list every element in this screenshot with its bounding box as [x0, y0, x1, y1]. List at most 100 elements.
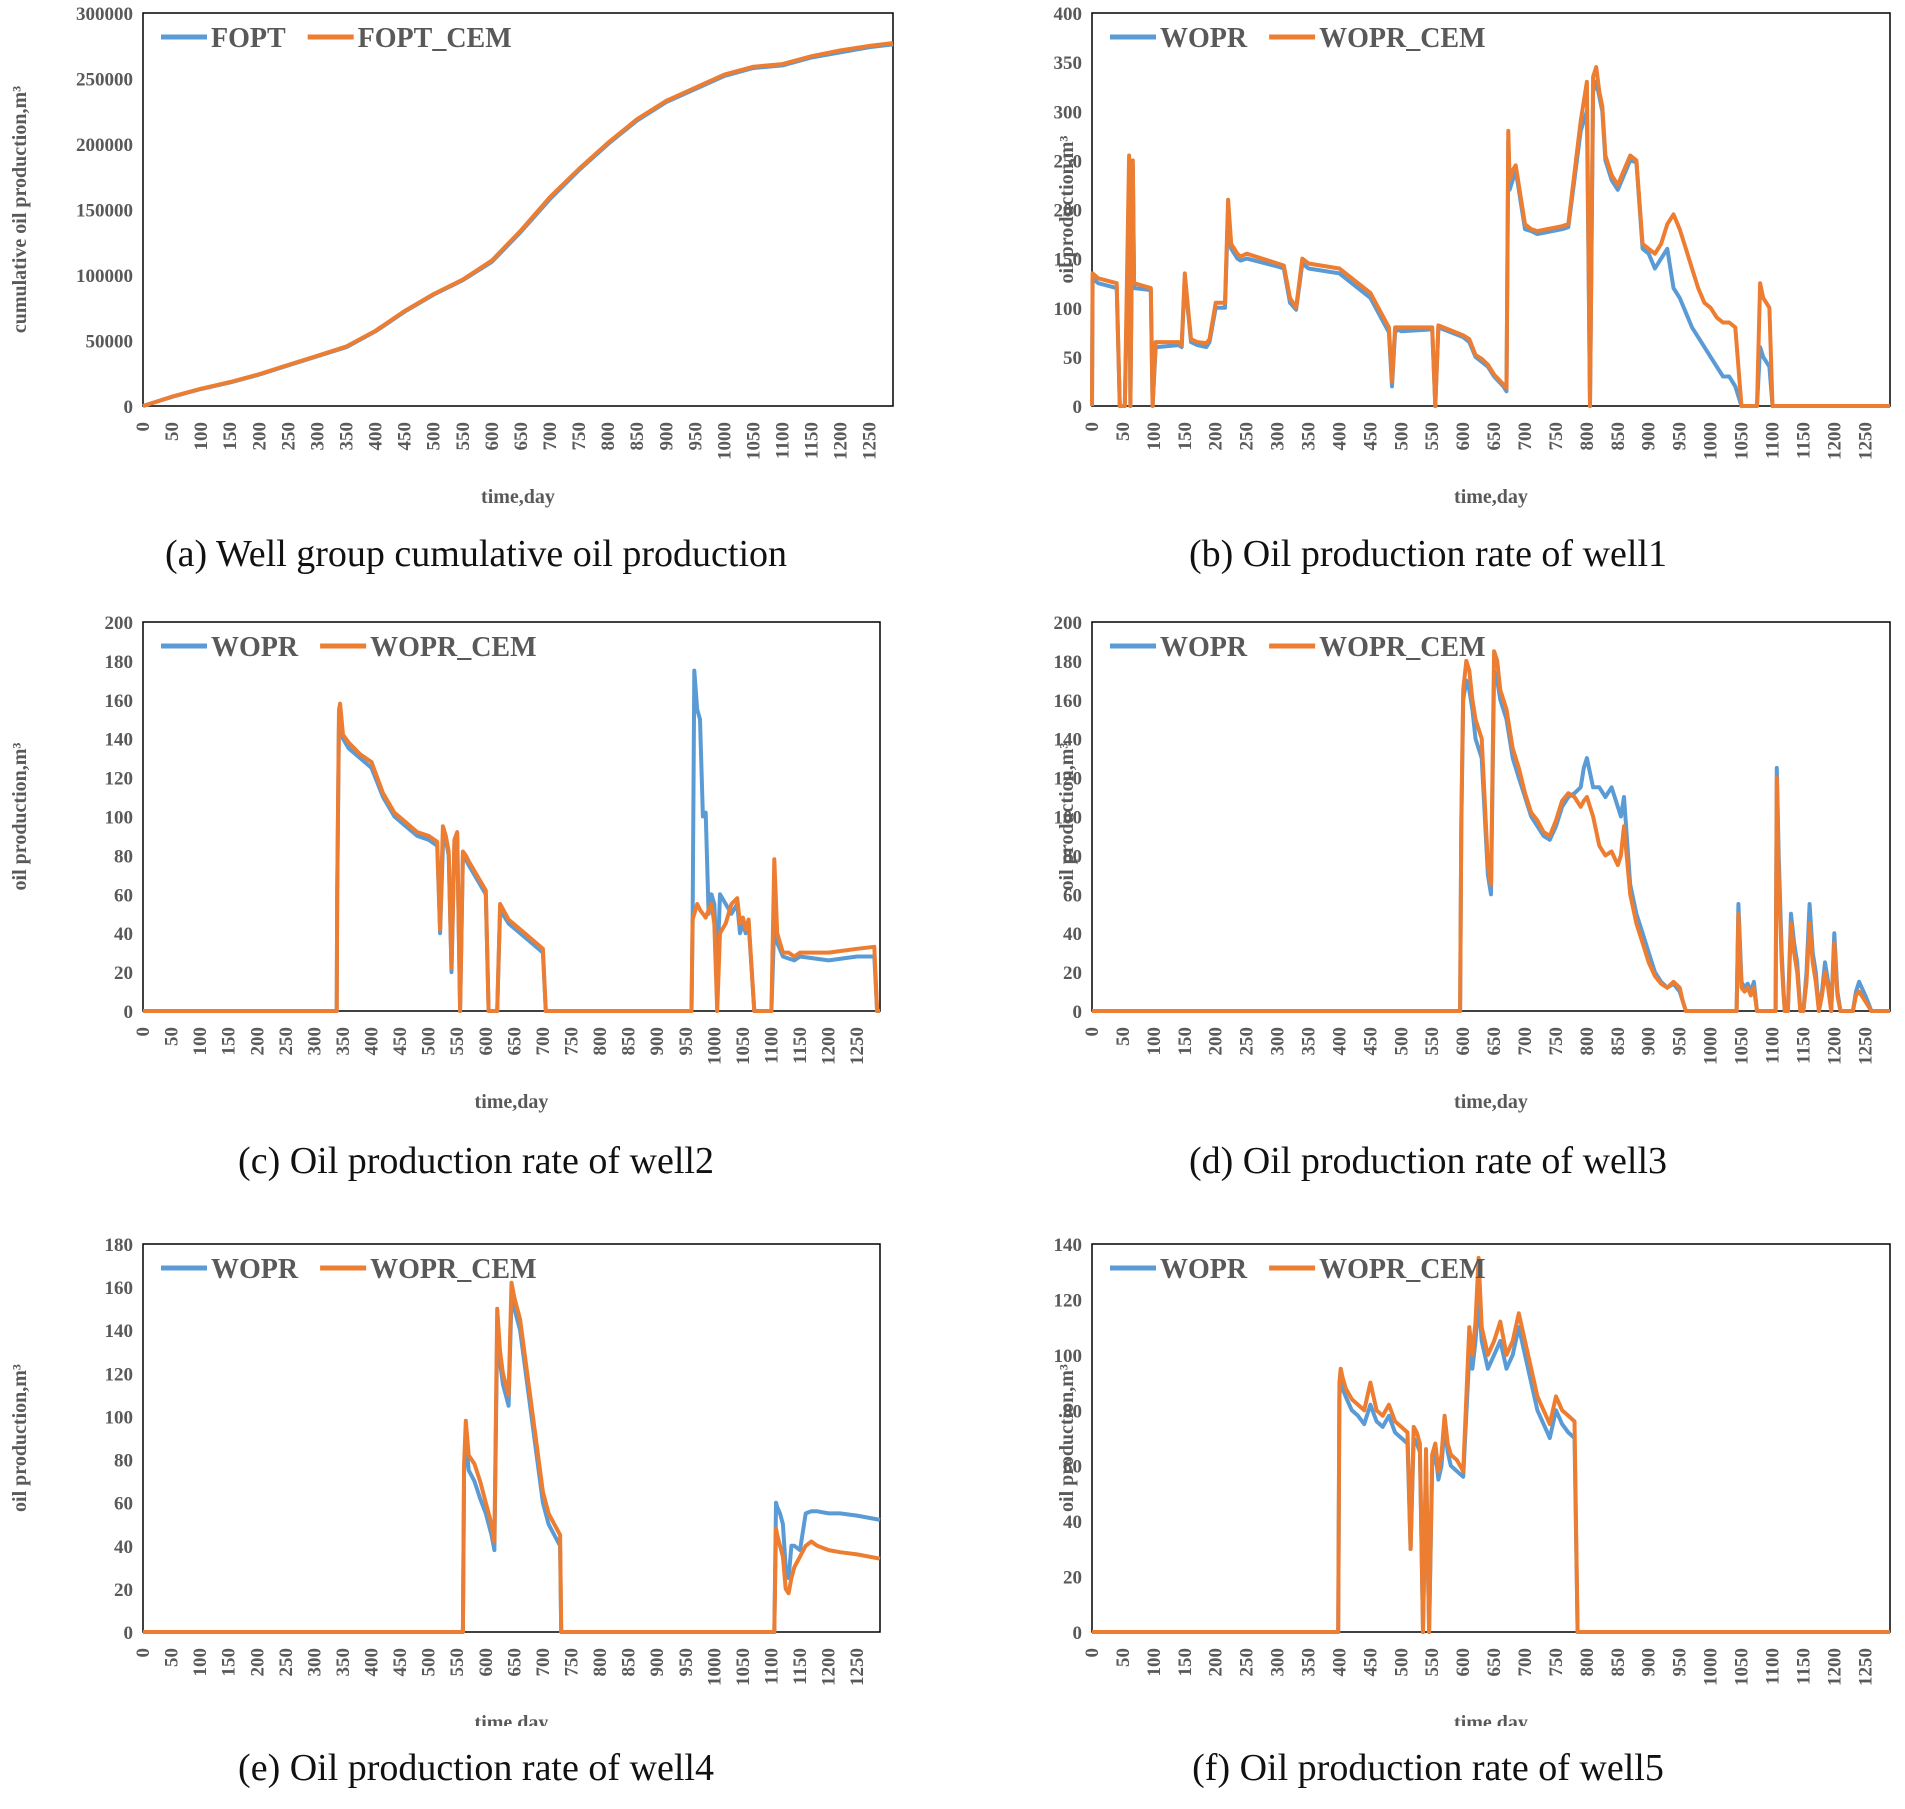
chart-c-ytick: 0 [124, 1002, 134, 1023]
chart-a-ytick: 200000 [76, 135, 133, 156]
chart-a-ytick: 250000 [76, 70, 133, 91]
chart-b-xtick: 1050 [1732, 422, 1753, 460]
chart-e-ytick: 140 [105, 1321, 134, 1342]
chart-f-xtick: 250 [1237, 1648, 1258, 1677]
chart-b-xtick: 150 [1175, 422, 1196, 451]
chart-b-xtick: 850 [1608, 422, 1629, 451]
chart-d-xtick: 750 [1546, 1027, 1567, 1056]
chart-c-ytick: 60 [114, 885, 133, 906]
chart-a-xtick: 650 [511, 422, 532, 451]
chart-b-xtick: 500 [1391, 422, 1412, 451]
chart-e-xtick: 200 [247, 1648, 268, 1677]
chart-d-ytick: 160 [1054, 691, 1083, 712]
chart-a-xtick: 350 [336, 422, 357, 451]
chart-e-xtick: 50 [162, 1648, 183, 1667]
chart-f-xtick: 800 [1577, 1648, 1598, 1677]
chart-b-ytick: 300 [1054, 102, 1083, 123]
chart-b-xtick: 650 [1484, 422, 1505, 451]
chart-f-xtick: 700 [1515, 1648, 1536, 1677]
chart-a-xtick: 200 [249, 422, 270, 451]
chart-c-xtick: 700 [533, 1027, 554, 1056]
chart-c-ytick: 40 [114, 924, 133, 945]
chart-a-xtick: 450 [395, 422, 416, 451]
chart-d-xtick: 100 [1144, 1027, 1165, 1056]
chart-f-xtick: 100 [1144, 1648, 1165, 1677]
chart-b-xtick: 300 [1268, 422, 1289, 451]
chart-d-xtick: 950 [1670, 1027, 1691, 1056]
chart-c-legend-label: WOPR_CEM [370, 632, 536, 663]
chart-a-ytick: 300000 [76, 4, 133, 25]
chart-e-xlabel: time,day [475, 1712, 549, 1726]
chart-a-xtick: 250 [278, 422, 299, 451]
chart-f-svg: 0 20 40 60 80 100 120 140 0 50 100 150 200 250 300 350 4… [1054, 1235, 1891, 1726]
chart-c-ytick: 20 [114, 963, 133, 984]
chart-e-ylabel: oil production,m³ [9, 1364, 31, 1512]
chart-b-xtick: 0 [1082, 422, 1103, 432]
chart-b-xtick: 950 [1670, 422, 1691, 451]
chart-e-frame [142, 1243, 881, 1633]
chart-panel-f: 0 20 40 60 80 100 120 140 0 50 100 150 200 250 300 350 4… [952, 1206, 1904, 1809]
chart-b-xtick: 700 [1515, 422, 1536, 451]
chart-e-ytick: 0 [124, 1623, 134, 1644]
chart-f-xtick: 150 [1175, 1648, 1196, 1677]
chart-e-xtick: 700 [533, 1648, 554, 1677]
chart-a-xtick: 50 [162, 422, 183, 441]
chart-e-legend-label: WOPR_CEM [370, 1254, 536, 1285]
chart-d-xtick: 1200 [1824, 1027, 1845, 1065]
chart-d-ytick: 140 [1054, 730, 1083, 751]
chart-d-svg: 0 20 40 60 80 100 120 140 160 180 200 0 50 100 150 200 2… [1054, 613, 1891, 1113]
chart-e-xtick: 600 [476, 1648, 497, 1677]
chart-c-ytick: 200 [105, 613, 134, 634]
chart-f-xtick: 400 [1329, 1648, 1350, 1677]
chart-f-legend-label: WOPR [1160, 1254, 1248, 1285]
chart-d-ytick: 80 [1063, 846, 1082, 867]
chart-b-ytick: 350 [1054, 53, 1083, 74]
chart-d-xtick: 200 [1206, 1027, 1227, 1056]
chart-c-xtick: 300 [304, 1027, 325, 1056]
chart-e-xtick: 0 [133, 1648, 154, 1658]
chart-a-caption: (a) Well group cumulative oil production [164, 533, 788, 575]
chart-d-xtick: 800 [1577, 1027, 1598, 1056]
chart-e-xtick: 1100 [761, 1648, 782, 1685]
chart-a-ytick: 0 [124, 397, 134, 418]
chart-f-series-wopr-cem [1092, 1255, 1890, 1634]
chart-a-frame [142, 12, 894, 407]
chart-e-ytick: 180 [105, 1235, 134, 1256]
chart-d-xtick: 600 [1453, 1027, 1474, 1056]
chart-a-xtick: 1150 [802, 422, 823, 459]
chart-b-legend-label: WOPR_CEM [1319, 23, 1485, 54]
chart-d-xtick: 450 [1360, 1027, 1381, 1056]
chart-d-xtick: 0 [1082, 1027, 1103, 1037]
chart-c-ytick: 120 [105, 769, 134, 790]
chart-b-ylabel: oil production,m³ [1056, 136, 1078, 284]
chart-e-xtick: 950 [676, 1648, 697, 1677]
chart-f-xtick: 1050 [1732, 1648, 1753, 1686]
chart-c-ytick: 160 [105, 691, 134, 712]
chart-b-ytick: 150 [1054, 250, 1083, 271]
chart-c-xtick: 1200 [819, 1027, 840, 1065]
chart-e-ytick: 100 [105, 1407, 134, 1428]
chart-d-frame [1091, 621, 1891, 1012]
chart-c-xtick: 500 [419, 1027, 440, 1056]
chart-e-svg: 0 20 40 60 80 100 120 140 160 180 0 50 100 150 200 250 3… [9, 1235, 881, 1726]
chart-a-xlabel: time,day [481, 486, 555, 508]
chart-c-xtick: 800 [590, 1027, 611, 1056]
chart-b-series-wopr [1090, 79, 1890, 408]
chart-b-svg: 0 50 100 150 200 250 300 350 400 0 50 100 150 200 250 3… [1054, 4, 1891, 508]
chart-d-xtick: 650 [1484, 1027, 1505, 1056]
chart-d-xlabel: time,day [1454, 1091, 1528, 1113]
chart-a-xtick: 100 [191, 422, 212, 451]
chart-f-xtick: 1150 [1793, 1648, 1814, 1685]
chart-a-xtick: 500 [424, 422, 445, 451]
chart-e-xtick: 550 [447, 1648, 468, 1677]
chart-c-caption: (c) Oil production rate of well2 [238, 1140, 714, 1182]
chart-a-xtick: 800 [598, 422, 619, 451]
chart-b-caption: (b) Oil production rate of well1 [1188, 533, 1668, 575]
chart-c-xtick: 900 [647, 1027, 668, 1056]
chart-e-xtick: 850 [619, 1648, 640, 1677]
chart-d-xtick: 400 [1329, 1027, 1350, 1056]
chart-c-ytick: 100 [105, 808, 134, 829]
chart-c-xtick: 350 [333, 1027, 354, 1056]
chart-a-xtick: 1200 [831, 422, 852, 460]
chart-a-series-fopt-cem [142, 41, 894, 408]
